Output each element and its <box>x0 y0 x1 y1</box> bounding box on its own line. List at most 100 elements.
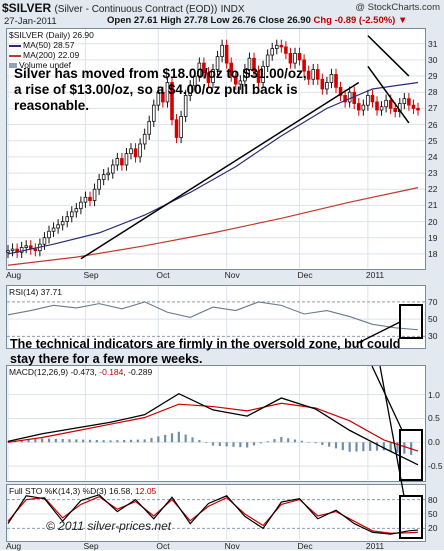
macd-histogram-bar <box>164 434 167 443</box>
candle-body <box>220 44 224 58</box>
price-y-tick: 31 <box>428 38 438 49</box>
candle-body <box>124 153 129 166</box>
candle-body <box>325 82 329 90</box>
candle-body <box>65 216 70 222</box>
sto-y-tick: 80 <box>428 494 438 505</box>
macd-histogram-bar <box>239 442 242 448</box>
candle-body <box>311 69 316 80</box>
candle-body <box>179 116 183 138</box>
macd-histogram-bar <box>341 442 344 451</box>
candle-body <box>329 74 334 83</box>
macd-histogram-bar <box>20 440 23 443</box>
sto-d-line <box>7 496 419 534</box>
x-tick-label: 2011 <box>365 541 385 551</box>
macd-histogram-bar <box>293 439 297 443</box>
candle-body <box>69 211 74 218</box>
sto-y-tick: 50 <box>428 509 438 519</box>
macd-histogram-bar <box>34 439 37 443</box>
candle-body <box>156 91 161 106</box>
price-y-tick: 30 <box>428 54 438 65</box>
candle-body <box>256 70 261 83</box>
candle-body <box>384 99 388 108</box>
macd-histogram-bar <box>191 437 194 443</box>
price-y-tick: 18 <box>428 248 438 259</box>
price-legend: $SILVER (Daily) 26.90 MA(50) 28.57 MA(20… <box>9 30 94 70</box>
macd-histogram-bar <box>362 442 365 452</box>
rsi-panel <box>6 285 426 349</box>
candle-body <box>379 106 384 111</box>
macd-y-tick: 0.0 <box>428 437 440 448</box>
macd-y-tick: 1.0 <box>428 389 440 400</box>
price-y-tick: 29 <box>428 71 438 82</box>
x-tick-label: Aug <box>6 541 22 551</box>
x-tick-label: 2011 <box>365 270 385 280</box>
x-tick-label: Nov <box>224 270 240 280</box>
macd-histogram-bar <box>246 442 249 448</box>
chart-title: $SILVER (Silver - Continuous Contract (E… <box>2 1 245 15</box>
macd-histogram-bar <box>334 442 338 449</box>
candle-body <box>370 95 375 103</box>
candle-body <box>224 44 229 64</box>
price-y-tick: 22 <box>428 184 438 195</box>
candle-body <box>297 53 302 61</box>
macd-histogram-bar <box>177 431 180 443</box>
macd-histogram-bar <box>259 442 262 444</box>
ma200-line <box>7 187 419 266</box>
candle-body <box>315 69 320 80</box>
macd-signal-line <box>7 402 419 452</box>
macd-histogram-bar <box>47 438 51 443</box>
candle-body <box>411 104 416 109</box>
candle-body <box>33 248 38 252</box>
candle-body <box>356 103 361 111</box>
down-arrow-icon: ▼ <box>397 15 408 26</box>
macd-histogram-bar <box>95 440 98 443</box>
price-y-tick: 26 <box>428 119 438 130</box>
candle-body <box>60 221 65 226</box>
price-y-tick: 25 <box>428 135 438 146</box>
candle-body <box>138 143 142 158</box>
candle-body <box>320 78 325 90</box>
macd-histogram-bar <box>252 442 256 446</box>
price-y-tick: 28 <box>428 87 438 98</box>
x-tick-label: Oct <box>156 541 170 551</box>
macd-y-tick: 0.5 <box>428 413 440 424</box>
candle-body <box>284 46 288 54</box>
candle-body <box>42 237 47 245</box>
ma50-line <box>7 81 419 255</box>
high-value: High 27.78 <box>160 15 208 26</box>
candle-body <box>388 99 393 109</box>
candle-body <box>88 196 92 201</box>
sto-highlight-box <box>399 495 423 539</box>
candle-body <box>83 196 88 203</box>
candle-body <box>366 95 370 106</box>
candle-body <box>293 53 297 64</box>
candle-body <box>334 74 338 88</box>
macd-histogram-bar <box>232 442 235 447</box>
candle-body <box>24 245 29 248</box>
macd-histogram-bar <box>123 440 126 443</box>
candle-body <box>343 95 347 103</box>
candle-body <box>183 95 188 117</box>
candle-body <box>101 174 106 180</box>
price-y-tick: 24 <box>428 151 438 162</box>
indicator-annotation: The technical indicators are firmly in t… <box>10 337 401 366</box>
candle-body <box>97 179 101 190</box>
candle-body <box>347 91 352 103</box>
candle-body <box>402 98 407 104</box>
macd-histogram-bar <box>136 439 139 443</box>
candle-body <box>211 69 215 83</box>
macd-histogram-bar <box>88 439 92 443</box>
brand-link[interactable]: @ StockCharts.com <box>355 2 440 13</box>
contract-name: (Silver - Continuous Contract (EOD)) <box>54 4 218 15</box>
candle-body <box>416 107 420 111</box>
x-tick-label: Aug <box>6 270 22 280</box>
pointer-line-rsi <box>357 321 401 344</box>
macd-histogram-bar <box>150 437 153 443</box>
macd-histogram-bar <box>157 436 160 443</box>
downtrend-lower-line <box>367 65 410 124</box>
candle-body <box>361 104 366 111</box>
rsi-y-tick: 30 <box>428 331 438 342</box>
candle-body <box>142 133 147 145</box>
macd-highlight-box <box>399 429 423 481</box>
macd-histogram-bar <box>143 439 146 443</box>
